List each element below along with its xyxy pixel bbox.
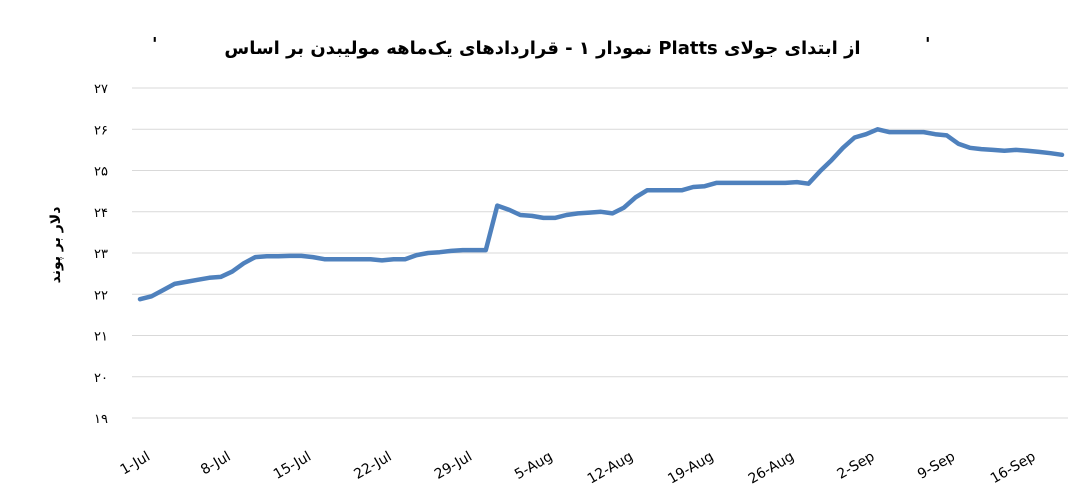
x-tick-label: 5-Aug xyxy=(512,449,556,483)
y-tick-label: ۲۱ xyxy=(94,330,108,345)
y-tick-label: ۲۶ xyxy=(94,123,108,138)
y-tick-label: ۲۰ xyxy=(94,371,108,386)
x-tick-label: 12-Aug xyxy=(585,449,636,488)
title-mark-left: ' xyxy=(152,34,158,55)
y-tick-label: ۲۴ xyxy=(94,206,108,221)
y-tick-label: ۲۷ xyxy=(94,82,108,97)
x-tick-label: 29-Jul xyxy=(432,449,475,483)
x-tick-label: 22-Jul xyxy=(351,449,394,483)
x-tick-label: 1-Jul xyxy=(118,449,153,479)
y-tick-label: ۱۹ xyxy=(94,412,108,427)
y-tick-label: ۲۲ xyxy=(94,288,108,303)
x-tick-label: 8-Jul xyxy=(198,449,233,479)
x-tick-label: 15-Jul xyxy=(271,449,314,483)
y-tick-label: ۲۵ xyxy=(94,165,108,180)
title-mark-right: ' xyxy=(925,34,931,55)
y-tick-label: ۲۳ xyxy=(94,247,108,262)
x-tick-label: 16-Sep xyxy=(988,449,1039,488)
series-line xyxy=(137,127,1065,302)
x-tick-label: 19-Aug xyxy=(665,449,716,488)
x-tick-label: 2-Sep xyxy=(835,449,878,483)
x-tick-label: 9-Sep xyxy=(915,449,958,483)
chart-title: نمودار ۱ - قراردادهای یک‌ماهه مولیبدن بر… xyxy=(224,38,861,59)
x-tick-label: 26-Aug xyxy=(746,449,797,488)
